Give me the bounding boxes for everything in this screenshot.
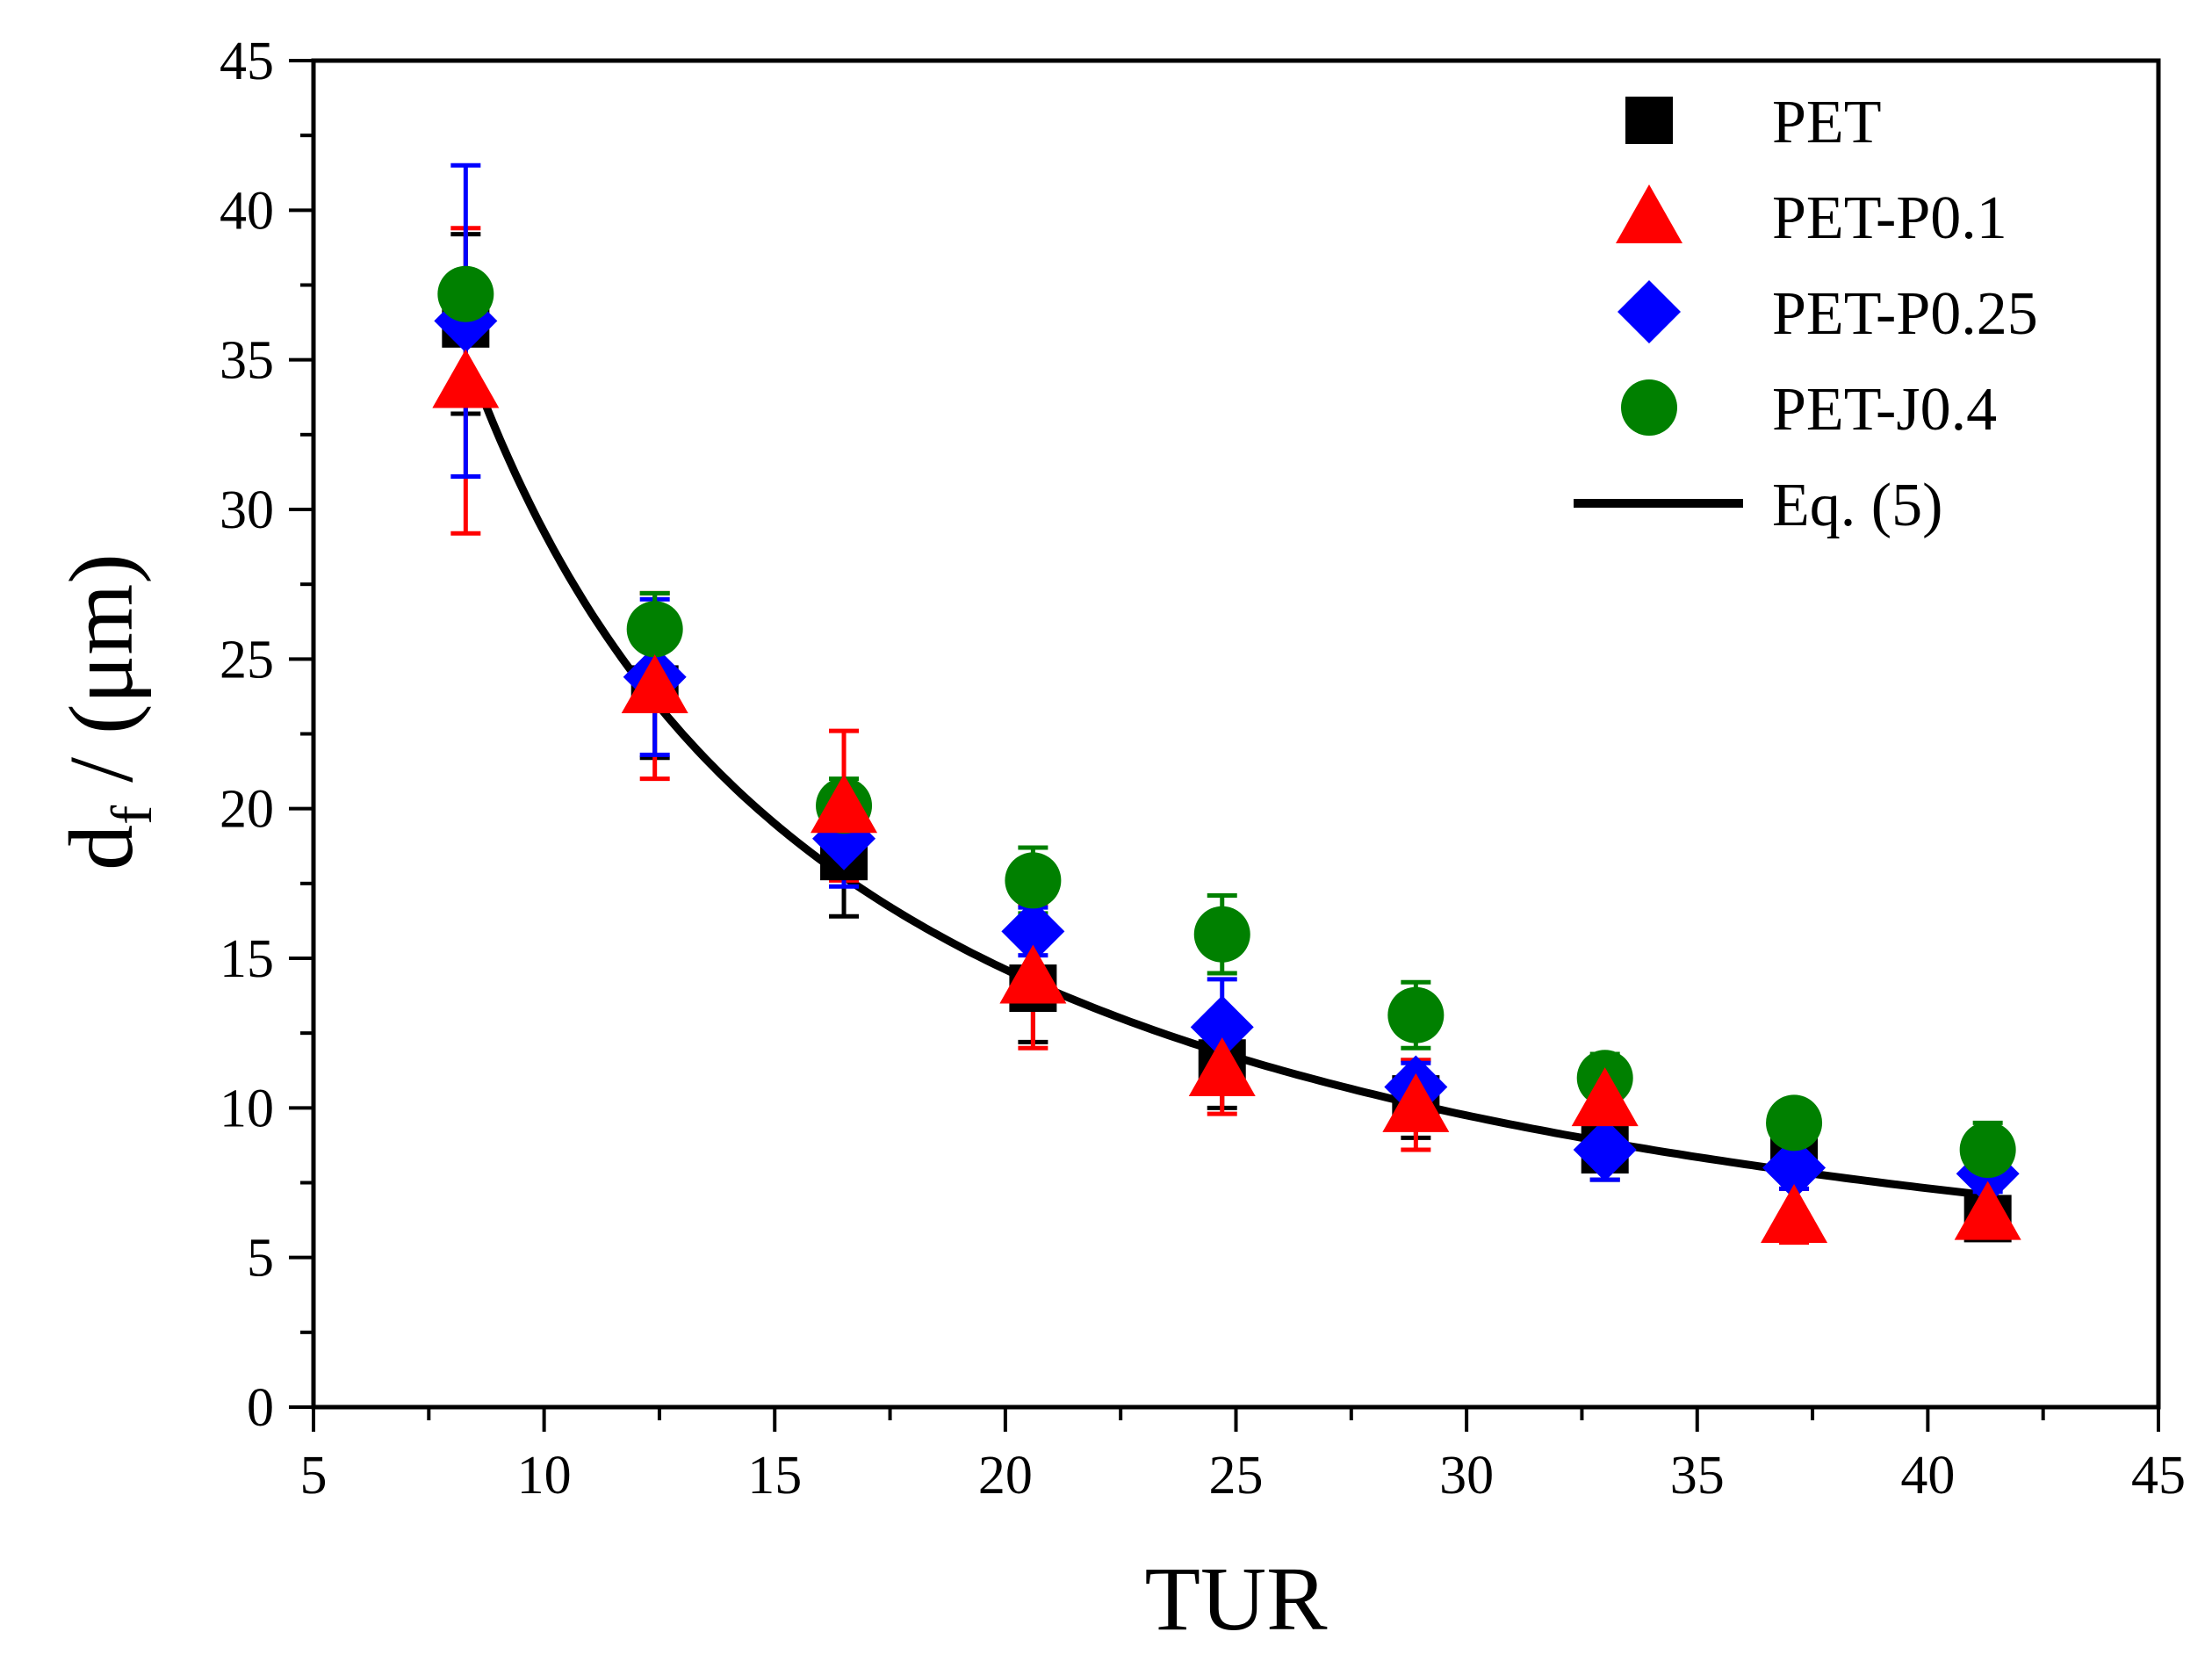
axis-ticks xyxy=(289,59,2160,1432)
y-tick-label: 25 xyxy=(220,630,274,690)
y-tick-label: 10 xyxy=(220,1079,274,1138)
legend-marker-shape xyxy=(1625,97,1673,144)
legend-marker-diamond-icon xyxy=(1618,280,1681,343)
data-point-circle xyxy=(626,601,683,658)
data-point-diamond xyxy=(1762,1136,1827,1200)
legend-entry-pet-p0-1: PET-P0.1 xyxy=(1616,184,2007,252)
x-tick-label: 25 xyxy=(1209,1446,1264,1506)
data-point-triangle xyxy=(1571,1067,1639,1127)
legend-entry-fit: Eq. (5) xyxy=(1574,472,1942,539)
data-point-triangle xyxy=(999,944,1067,1004)
legend-label-fit: Eq. (5) xyxy=(1772,472,1942,539)
data-point-triangle xyxy=(621,653,688,713)
legend-marker-shape xyxy=(1616,184,1682,243)
data-point-diamond xyxy=(1573,1118,1637,1182)
y-tick-label: 45 xyxy=(220,32,274,91)
y-tick-label: 0 xyxy=(247,1378,274,1438)
y-tick-labels: 0 5 10 15 20 25 30 35 40 45 xyxy=(220,32,274,1438)
x-tick-label: 35 xyxy=(1670,1446,1725,1506)
data-point-triangle xyxy=(1382,1072,1450,1132)
legend-marker-shape xyxy=(1621,379,1677,436)
legend-entry-pet-j0-4: PET-J0.4 xyxy=(1621,376,1997,444)
data-point-diamond xyxy=(1001,899,1065,964)
x-tick-label: 5 xyxy=(300,1446,328,1506)
data-point-circle xyxy=(1959,1122,2016,1179)
legend-label-pet-j0-4: PET-J0.4 xyxy=(1772,376,1997,444)
x-tick-label: 40 xyxy=(1900,1446,1955,1506)
data-point-triangle xyxy=(1188,1037,1256,1097)
data-point-circle xyxy=(1193,906,1250,963)
data-point-triangle xyxy=(811,774,878,834)
y-axis-title: df / (μm) xyxy=(51,553,164,870)
x-tick-label: 30 xyxy=(1439,1446,1494,1506)
x-axis-title: TUR xyxy=(1145,1549,1329,1650)
data-points-layer xyxy=(432,265,2021,1243)
legend-label-pet: PET xyxy=(1772,89,1881,156)
plot-frame xyxy=(311,58,2161,1410)
legend-marker-circle-icon xyxy=(1621,379,1677,436)
y-tick-label: 5 xyxy=(247,1229,274,1289)
legend-label-pet-p0-25: PET-P0.25 xyxy=(1772,280,2038,348)
data-point-diamond xyxy=(1190,995,1254,1059)
y-tick-label: 35 xyxy=(220,331,274,391)
y-axis-title-rest: / (μm) xyxy=(51,553,152,805)
legend-marker-shape xyxy=(1618,280,1681,343)
legend-marker-square-icon xyxy=(1625,97,1673,144)
x-tick-label: 10 xyxy=(517,1446,572,1506)
data-point-triangle xyxy=(432,349,500,408)
data-point-circle xyxy=(1766,1094,1823,1152)
x-tick-label: 45 xyxy=(2131,1446,2186,1506)
data-point-triangle xyxy=(1954,1181,2021,1240)
legend-label-pet-p0-1: PET-P0.1 xyxy=(1772,184,2007,252)
x-tick-label: 15 xyxy=(747,1446,802,1506)
data-point-circle xyxy=(437,265,494,322)
data-point-circle xyxy=(1005,852,1062,909)
y-tick-label: 30 xyxy=(220,480,274,540)
x-tick-labels: 5 10 15 20 25 30 35 40 45 xyxy=(300,1446,2187,1506)
y-tick-label: 15 xyxy=(220,929,274,989)
x-tick-label: 20 xyxy=(978,1446,1033,1506)
y-axis-title-subscript: f xyxy=(100,805,164,825)
legend-marker-triangle-icon xyxy=(1616,184,1682,243)
data-point-triangle xyxy=(1761,1183,1828,1243)
y-tick-label: 20 xyxy=(220,780,274,840)
y-axis-title-main: d xyxy=(51,825,152,870)
y-tick-label: 40 xyxy=(220,181,274,241)
data-point-circle xyxy=(1387,986,1445,1043)
legend: PET PET-P0.1 PET-P0.25 PET-J0.4 Eq. (5) xyxy=(1574,89,2038,539)
legend-entry-pet-p0-25: PET-P0.25 xyxy=(1618,280,2038,348)
legend-entry-pet: PET xyxy=(1625,89,1881,156)
